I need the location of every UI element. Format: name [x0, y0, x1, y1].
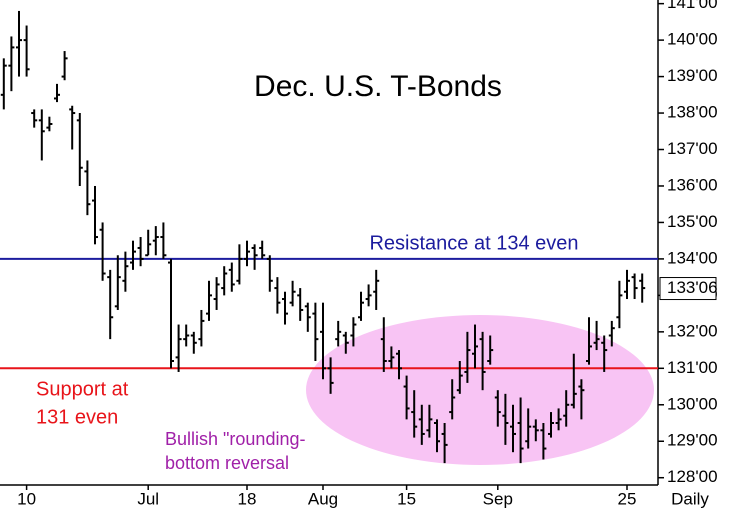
y-tick-label: 136'00	[667, 175, 718, 194]
y-tick-label: 137'00	[667, 139, 718, 158]
y-tick-label: 131'00	[667, 358, 718, 377]
x-tick-label: Jul	[137, 489, 159, 508]
y-tick-label: 129'00	[667, 431, 718, 450]
last-price-box	[659, 277, 717, 301]
y-tick-label: 135'00	[667, 212, 718, 231]
y-tick-label: 141'00	[667, 0, 718, 12]
x-tick-label: 25	[618, 489, 637, 508]
annotation-text: Bullish "rounding-	[165, 429, 305, 449]
annotation-text: bottom reversal	[165, 453, 289, 473]
level-label: Support at	[36, 378, 129, 400]
y-tick-label: 134'00	[667, 248, 718, 267]
level-label: 131 even	[36, 406, 118, 428]
x-tick-label: 15	[397, 489, 416, 508]
x-tick-label: Sep	[483, 489, 513, 508]
last-price-label: 133'06	[667, 278, 718, 297]
highlight-ellipse	[306, 315, 654, 465]
chart-title: Dec. U.S. T-Bonds	[254, 70, 502, 103]
x-tick-label: 18	[238, 489, 257, 508]
y-tick-label: 140'00	[667, 30, 718, 49]
y-tick-label: 128'00	[667, 467, 718, 486]
y-tick-label: 130'00	[667, 394, 718, 413]
y-tick-label: 139'00	[667, 66, 718, 85]
x-axis-label: Daily	[671, 489, 709, 508]
y-tick-label: 138'00	[667, 103, 718, 122]
x-tick-label: 10	[17, 489, 36, 508]
x-tick-label: Aug	[308, 489, 338, 508]
level-label: Resistance at 134 even	[369, 232, 578, 254]
y-tick-label: 132'00	[667, 321, 718, 340]
